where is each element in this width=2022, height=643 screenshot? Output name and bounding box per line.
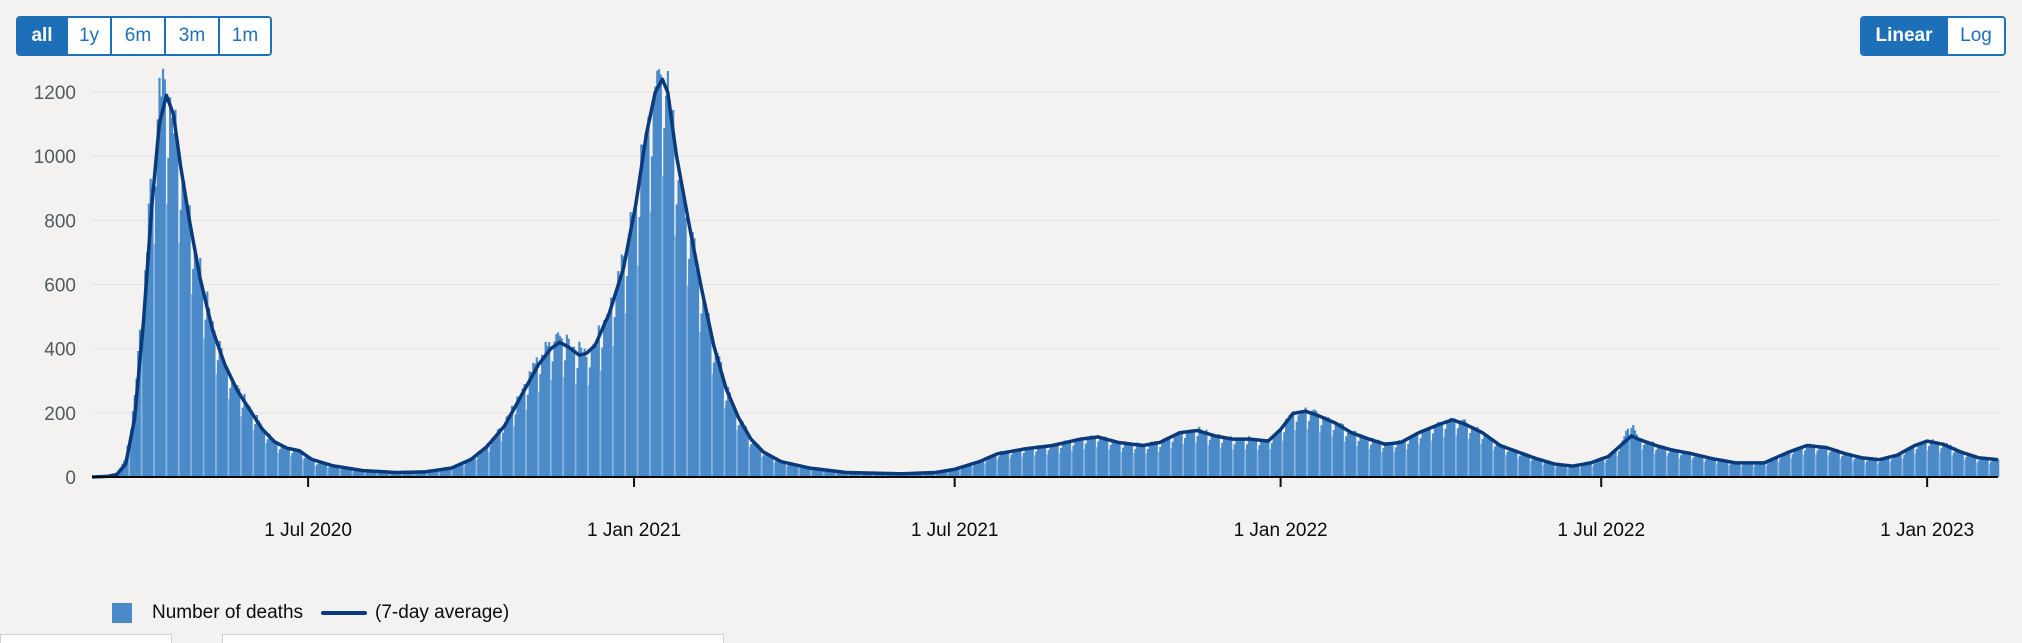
x-tick-label: 1 Jan 2022 bbox=[1234, 520, 1328, 541]
y-tick-label: 800 bbox=[44, 211, 76, 232]
x-tick-label: 1 Jan 2021 bbox=[587, 520, 681, 541]
legend-line-swatch bbox=[321, 611, 367, 615]
y-tick-label: 400 bbox=[44, 340, 76, 361]
y-tick-label: 0 bbox=[65, 468, 76, 489]
y-tick-label: 1200 bbox=[34, 83, 76, 104]
bar bbox=[1997, 459, 1999, 477]
y-tick-label: 600 bbox=[44, 276, 76, 297]
average-line bbox=[92, 79, 1998, 477]
y-tick-label: 1000 bbox=[34, 147, 76, 168]
legend-label-deaths: Number of deaths bbox=[152, 602, 303, 624]
chart-legend: Number of deaths (7-day average) bbox=[112, 598, 509, 628]
x-tick-label: 1 Jul 2020 bbox=[264, 520, 352, 541]
x-tick-label: 1 Jan 2023 bbox=[1880, 520, 1974, 541]
legend-bar-swatch bbox=[112, 603, 132, 623]
deaths-chart: 0 200 400 600 800 1000 1200 1 Jul 2020 1 Jan 202… bbox=[0, 0, 2022, 600]
y-tick-label: 200 bbox=[44, 404, 76, 425]
legend-label-average: (7-day average) bbox=[375, 602, 509, 624]
x-tick-label: 1 Jul 2022 bbox=[1557, 520, 1645, 541]
x-tick-label: 1 Jul 2021 bbox=[911, 520, 999, 541]
bars-group bbox=[93, 69, 1999, 477]
